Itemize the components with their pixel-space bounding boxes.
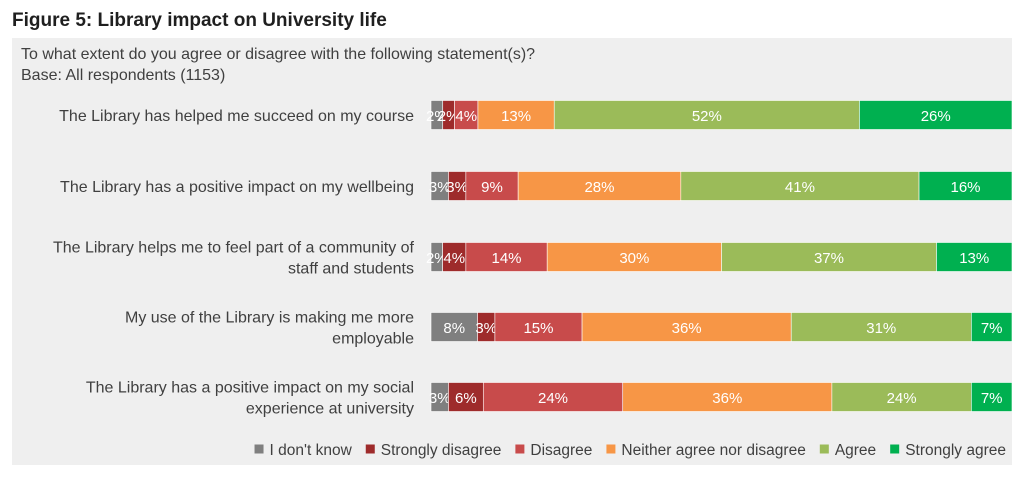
legend-swatch <box>515 444 525 454</box>
stacked-bar-chart: The Library has helped me succeed on my … <box>53 100 1012 459</box>
data-label: 6% <box>455 390 477 407</box>
legend-swatch <box>890 444 900 454</box>
category-label: employable <box>332 331 414 348</box>
bar-segment <box>482 382 624 412</box>
legend-swatch <box>365 444 375 454</box>
survey-base: Base: All respondents (1153) <box>21 67 226 84</box>
category-label: The Library has a positive impact on my … <box>86 380 414 397</box>
bar-segment <box>622 382 833 412</box>
data-label: 3% <box>475 320 497 337</box>
category-label: experience at university <box>246 401 414 418</box>
bar-segment <box>790 312 972 342</box>
survey-question: To what extent do you agree or disagree … <box>21 46 536 63</box>
legend-label: Neither agree nor disagree <box>621 442 805 459</box>
bar-segment <box>546 242 722 272</box>
category-label: The Library has a positive impact on my … <box>60 179 414 196</box>
bar-segment <box>918 171 1012 201</box>
bar-segment <box>448 382 484 412</box>
data-label: 41% <box>785 179 815 196</box>
data-label: 2% <box>426 250 448 267</box>
bar-segment <box>859 100 1012 130</box>
bar-segment <box>465 242 548 272</box>
bar-segment <box>971 312 1012 342</box>
bar-segment <box>831 382 972 412</box>
legend-label: I don't know <box>270 442 353 459</box>
data-label: 4% <box>443 250 465 267</box>
category-label: The Library helps me to feel part of a c… <box>53 240 415 257</box>
data-label: 36% <box>672 320 702 337</box>
data-label: 16% <box>951 179 981 196</box>
legend-swatch <box>606 444 616 454</box>
data-label: 7% <box>981 320 1003 337</box>
data-label: 3% <box>429 179 451 196</box>
data-label: 28% <box>584 179 614 196</box>
data-label: 2% <box>426 108 448 125</box>
category-label: My use of the Library is making me more <box>125 310 414 327</box>
bar-segment <box>680 171 920 201</box>
data-label: 9% <box>481 179 503 196</box>
bar-segment <box>721 242 937 272</box>
legend-label: Agree <box>835 442 876 459</box>
data-label: 8% <box>443 320 465 337</box>
data-label: 52% <box>692 108 722 125</box>
legend-label: Disagree <box>530 442 592 459</box>
legend-label: Strongly agree <box>905 442 1006 459</box>
category-label: The Library has helped me succeed on my … <box>59 108 414 125</box>
bar-segment <box>430 312 478 342</box>
data-label: 3% <box>429 390 451 407</box>
bar-segment <box>494 312 583 342</box>
data-label: 4% <box>455 108 477 125</box>
legend-label: Strongly disagree <box>381 442 502 459</box>
data-label: 24% <box>538 390 568 407</box>
data-label: 31% <box>866 320 896 337</box>
legend-swatch <box>819 444 829 454</box>
bar-segment <box>936 242 1012 272</box>
chart-panel: To what extent do you agree or disagree … <box>12 38 1012 465</box>
data-label: 24% <box>887 390 917 407</box>
data-label: 7% <box>981 390 1003 407</box>
bar-segment <box>971 382 1012 412</box>
data-label: 13% <box>959 250 989 267</box>
data-label: 26% <box>921 108 951 125</box>
figure-title: Figure 5: Library impact on University l… <box>12 10 387 31</box>
data-label: 13% <box>501 108 531 125</box>
data-label: 37% <box>814 250 844 267</box>
bar-segment <box>553 100 860 130</box>
bar-segment <box>465 171 519 201</box>
data-label: 14% <box>492 250 522 267</box>
legend-swatch <box>254 444 264 454</box>
data-label: 30% <box>619 250 649 267</box>
bar-segment <box>517 171 682 201</box>
data-label: 36% <box>712 390 742 407</box>
bar-segment <box>581 312 792 342</box>
data-label: 15% <box>523 320 553 337</box>
bar-segment <box>477 100 555 130</box>
data-label: 3% <box>446 179 468 196</box>
data-label: 2% <box>438 108 460 125</box>
category-label: staff and students <box>288 261 414 278</box>
